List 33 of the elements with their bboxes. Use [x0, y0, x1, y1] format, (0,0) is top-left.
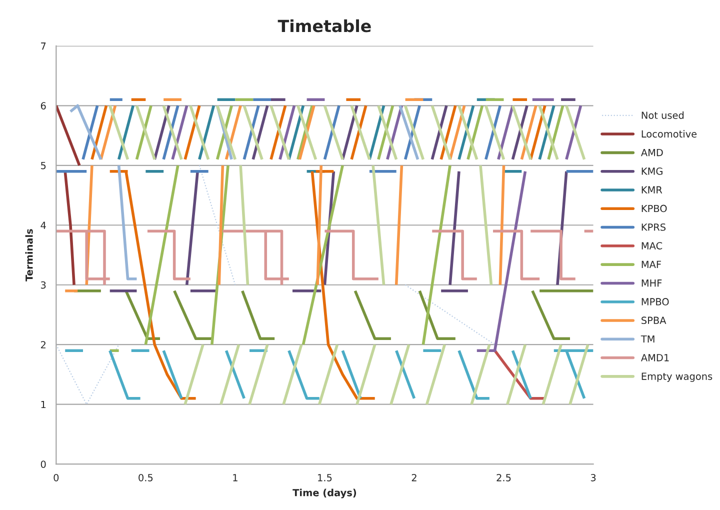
chart-title: Timetable: [278, 19, 371, 32]
legend-label: Locomotive: [642, 130, 697, 138]
legend-label: TM: [640, 335, 654, 343]
y-tick-label: 0: [40, 460, 46, 468]
x-tick-label: 1.5: [318, 474, 332, 482]
x-tick-label: 2: [412, 474, 416, 482]
legend-label: Not used: [642, 111, 684, 119]
y-tick-label: 1: [41, 400, 46, 408]
x-tick-label: 3: [590, 474, 596, 482]
y-tick-label: 2: [40, 341, 46, 348]
legend-label: MAF: [642, 260, 661, 268]
legend-label: MHF: [642, 280, 662, 287]
legend-label: KPBO: [642, 204, 667, 212]
legend-label: SPBA: [642, 316, 666, 324]
legend-label: KPRS: [642, 223, 666, 231]
x-tick-label: 2.5: [496, 474, 511, 482]
y-tick-label: 3: [40, 281, 46, 289]
legend-label: Empty wagons: [642, 372, 712, 382]
legend-label: KMR: [642, 186, 662, 194]
y-tick-label: 4: [40, 222, 46, 229]
x-tick-label: 0.5: [138, 474, 153, 482]
legend-label: MAC: [642, 242, 662, 250]
y-axis-title: Terminals: [25, 229, 33, 282]
legend-label: AMD1: [640, 354, 669, 362]
x-tick-label: 0: [54, 474, 59, 482]
legend-label: KMG: [642, 168, 662, 175]
x-axis-title: Time (days): [292, 488, 356, 498]
y-tick-label: 6: [40, 102, 46, 110]
legend-label: MPBO: [642, 298, 669, 306]
y-tick-label: 5: [41, 162, 46, 170]
legend-label: AMD: [640, 149, 663, 156]
y-tick-label: 7: [41, 42, 46, 50]
x-tick-label: 1: [233, 474, 238, 482]
